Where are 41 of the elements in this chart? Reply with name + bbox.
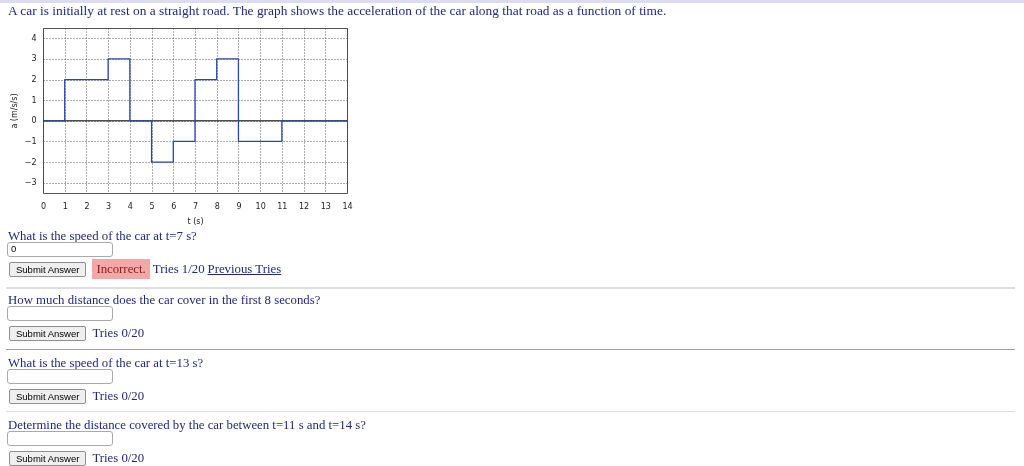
submit-button: Submit Answer bbox=[9, 450, 87, 466]
submit-button: Submit Answer bbox=[9, 325, 87, 341]
x-tick-label: 11 bbox=[277, 201, 288, 211]
text: Tries 0/20 bbox=[92, 389, 145, 403]
submit-button: Submit Answer bbox=[9, 261, 87, 277]
text: Tries 0/20 bbox=[92, 451, 145, 465]
text: Determine the distance covered by the car between t=11 s and t=14 s? bbox=[8, 418, 366, 432]
x-tick-label: 6 bbox=[171, 201, 177, 211]
y-axis-title: a (m/s/s) bbox=[9, 93, 19, 129]
x-tick-label: 0 bbox=[40, 201, 47, 211]
y-tick-label: −1 bbox=[24, 136, 37, 146]
x-axis-title: t (s) bbox=[187, 216, 204, 226]
text: How much distance does the car cover in the first 8 seconds? bbox=[8, 293, 321, 307]
y-tick-label: 4 bbox=[31, 33, 37, 43]
x-tick-label: 14 bbox=[342, 201, 353, 211]
text: What is the speed of the car at t=13 s? bbox=[8, 356, 204, 370]
y-tick-label: 1 bbox=[31, 95, 37, 105]
text: What is the speed of the car at t=7 s? bbox=[8, 229, 197, 243]
text: Tries 0/20 bbox=[92, 326, 145, 340]
x-tick-label: 8 bbox=[214, 201, 220, 211]
x-tick-label: 7 bbox=[192, 201, 199, 211]
x-tick-label: 2 bbox=[84, 201, 90, 211]
y-tick-label: 0 bbox=[31, 116, 37, 126]
status-badge: Incorrect. bbox=[92, 259, 150, 279]
y-tick-label: −2 bbox=[24, 157, 37, 167]
y-tick-label: −3 bbox=[24, 178, 37, 188]
y-tick-label: 3 bbox=[31, 54, 37, 64]
x-tick-label: 13 bbox=[320, 201, 331, 211]
x-tick-label: 12 bbox=[298, 201, 310, 211]
x-tick-label: 10 bbox=[255, 201, 266, 211]
text-field: 0 bbox=[7, 242, 113, 257]
x-tick-label: 9 bbox=[236, 201, 242, 211]
x-tick-label: 4 bbox=[127, 201, 133, 211]
x-tick-label: 5 bbox=[149, 201, 155, 211]
text: Tries 1/20 bbox=[152, 262, 205, 276]
chart-title: A car is initially at rest on a straight road. The graph shows the acceleration of the car along that road as a function of time. bbox=[8, 2, 667, 18]
text: Previous Tries bbox=[207, 262, 282, 276]
submit-button: Submit Answer bbox=[9, 388, 87, 404]
y-tick-label: 2 bbox=[31, 75, 37, 85]
x-tick-label: 1 bbox=[62, 201, 68, 211]
x-tick-label: 3 bbox=[106, 201, 112, 211]
